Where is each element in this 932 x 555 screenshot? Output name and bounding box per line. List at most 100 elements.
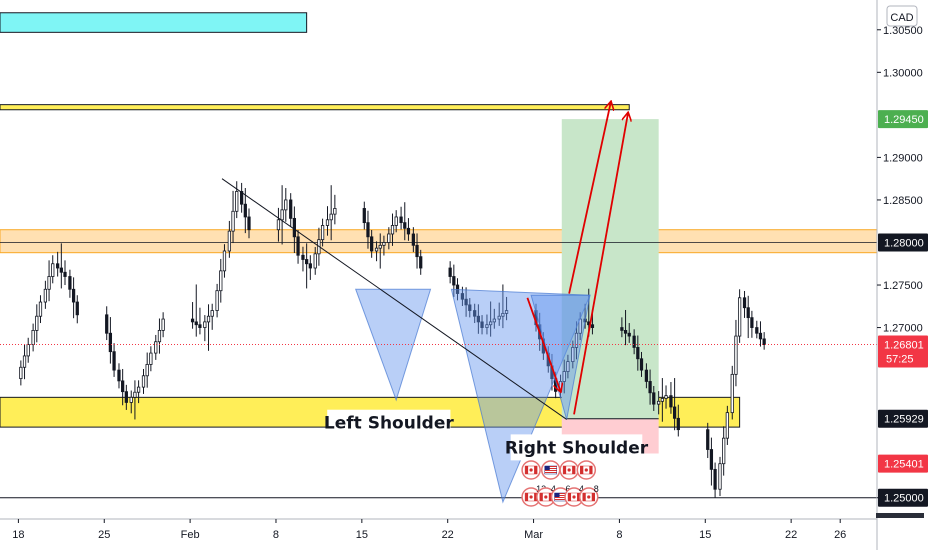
us-flag-stripe (554, 497, 567, 498)
event-count-label: 4 (551, 484, 556, 494)
candle-body (320, 225, 325, 241)
candle-body (59, 267, 63, 273)
candle-body (121, 380, 125, 393)
trendline (221, 178, 567, 420)
canada-leaf (567, 468, 571, 472)
candle-body (31, 330, 35, 345)
candle-body (734, 335, 738, 375)
candle-body (464, 298, 468, 306)
canada-flag-band (580, 466, 584, 474)
price-tick-label: 1.30000 (883, 67, 923, 79)
candle-body (742, 297, 747, 309)
us-flag-canton (554, 493, 560, 497)
candle-body (370, 236, 374, 252)
us-flag-canton (544, 466, 550, 470)
candle-body (235, 191, 239, 212)
candle-body (75, 301, 79, 316)
zone-cyan-box (0, 12, 308, 33)
candle-body (362, 208, 366, 224)
candle-body (730, 373, 734, 414)
projection-arrow (526, 297, 560, 392)
shoulder-triangle (450, 288, 591, 504)
event-count-label: 8 (594, 484, 599, 494)
candle-body (210, 310, 214, 317)
candle-body (308, 263, 312, 269)
candle-body (284, 199, 288, 211)
us-flag-stripe (554, 493, 567, 494)
candle-body (746, 307, 750, 319)
candle-body (709, 449, 714, 470)
candle-body (63, 271, 67, 277)
candle-body (460, 293, 465, 300)
candle-body (390, 225, 395, 235)
annotation-label: Left Shoulder (324, 414, 454, 434)
candle-body (198, 324, 202, 328)
time-tick-label: 26 (834, 529, 846, 541)
candle-body (632, 335, 636, 348)
time-tick-label: 8 (616, 529, 622, 541)
candle-body (403, 222, 407, 229)
time-tick-label: 15 (356, 529, 368, 541)
time-tick-label: 25 (98, 529, 110, 541)
candle-body (38, 301, 43, 317)
scroll-handle[interactable] (876, 513, 924, 518)
candle-body (657, 400, 661, 405)
time-tick-label: 15 (699, 529, 711, 541)
candle-body (664, 395, 668, 399)
candle-body (485, 324, 489, 328)
candle-body (411, 233, 415, 246)
candle-body (378, 244, 382, 249)
canada-leaf (584, 468, 588, 472)
canada-flag-band (525, 466, 529, 474)
candle-body (497, 315, 501, 320)
canada-flag-band (539, 493, 543, 501)
canada-leaf (587, 495, 591, 499)
annotation-background (510, 434, 643, 461)
candle-body (243, 203, 247, 218)
annotation-label: Right Shoulder (505, 438, 649, 458)
candle-body (133, 391, 137, 398)
canada-flag-band (563, 466, 567, 474)
candle-body (112, 351, 116, 371)
currency-badge[interactable] (886, 5, 918, 27)
candle-body (566, 361, 570, 372)
candle-body (382, 242, 386, 246)
candle-body (366, 222, 370, 238)
candle-body (292, 217, 297, 238)
canada-leaf (572, 495, 576, 499)
drawings-layer: Left Shoulder Right Shoulder (0, 102, 877, 504)
candle-body (652, 392, 656, 405)
price-tick-label: 1.27000 (883, 323, 923, 335)
candle-body (387, 233, 391, 243)
candle-body (215, 290, 219, 311)
projection-arrow (568, 102, 611, 294)
candle-body (145, 364, 149, 377)
candle-body (105, 314, 109, 334)
canada-flag-band (582, 493, 586, 501)
candle-body (492, 318, 496, 323)
candle-body (247, 216, 251, 231)
price-tick-label: 1.28500 (883, 195, 923, 207)
candle-body (333, 208, 337, 215)
candles-layer (19, 181, 766, 498)
canada-flag-band (548, 493, 552, 501)
price-badge-label: 1.25929 (884, 414, 924, 426)
candle-body (501, 312, 505, 317)
candle-body (325, 219, 330, 226)
candle-body (219, 270, 223, 292)
price-badge (878, 454, 928, 473)
candle-body (468, 304, 472, 311)
candle-body (136, 386, 141, 393)
candle-body (394, 216, 398, 226)
price-badge (878, 409, 928, 428)
candle-body (22, 355, 27, 368)
candle-body (161, 318, 165, 331)
candle-body (636, 347, 640, 360)
canada-flag-band (591, 493, 595, 501)
zone-mid-resistance (0, 229, 878, 254)
candle-body (240, 191, 244, 205)
candle-body (620, 327, 624, 331)
price-badges: 1.29450 1.28000 1.26801 57:25 1.25929 1.25401… (878, 110, 928, 507)
